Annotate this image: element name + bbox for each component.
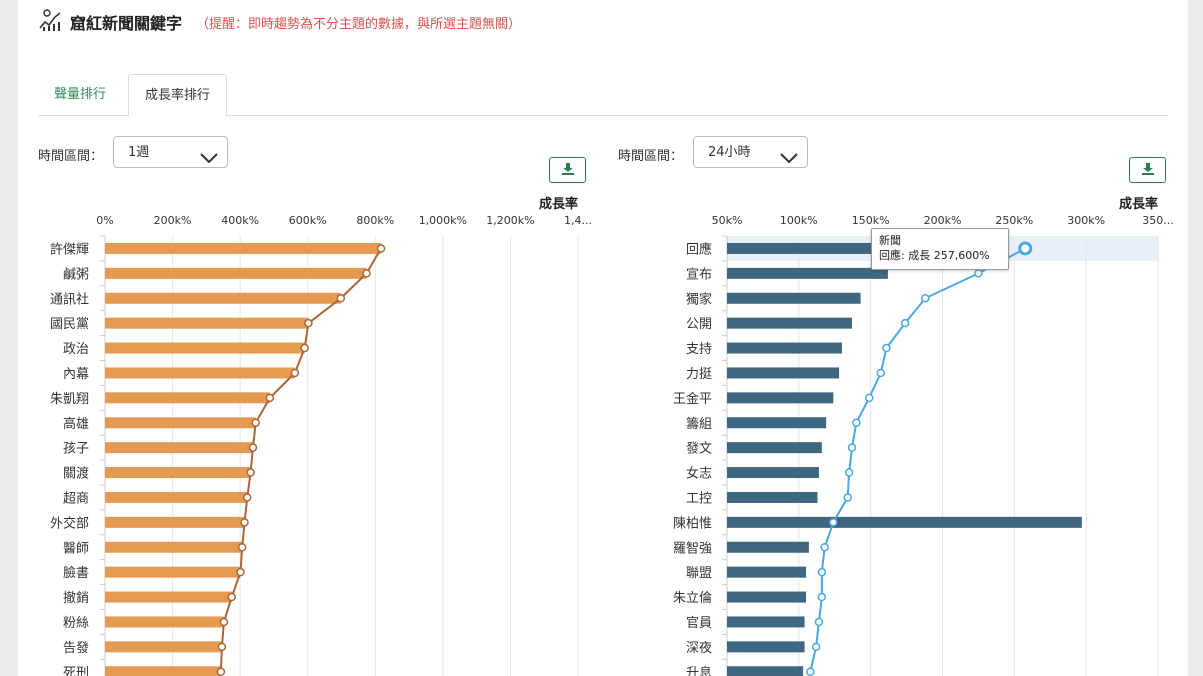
tooltip-title: 新聞 — [879, 234, 901, 247]
right-period-value: 24小時 — [708, 145, 751, 160]
card-title: 窟紅新聞關鍵字 — [70, 14, 183, 33]
chart-tooltip: 新聞 回應: 成長 257,600% — [871, 228, 1009, 270]
left-period-select[interactable]: 1週 — [113, 136, 228, 168]
warning-text: （提醒：即時趨勢為不分主題的數據，與所選主題無關） — [196, 16, 522, 32]
right-download-button[interactable] — [1129, 157, 1166, 183]
download-icon — [1141, 161, 1155, 180]
right-period-select[interactable]: 24小時 — [693, 136, 808, 168]
tooltip-value: 回應: 成長 257,600% — [879, 249, 990, 262]
left-download-button[interactable] — [549, 157, 586, 183]
trend-chart-icon — [38, 8, 62, 36]
download-icon — [561, 161, 575, 180]
chevron-down-icon — [779, 146, 799, 178]
tab-growth-ranking[interactable]: 成長率排行 — [128, 74, 228, 117]
tab-bar: 聲量排行 成長率排行 — [38, 74, 1168, 117]
right-filter-label: 時間區間： — [618, 149, 684, 164]
keyword-card: 窟紅新聞關鍵字 （提醒：即時趨勢為不分主題的數據，與所選主題無關） 聲量排行 成… — [18, 0, 1188, 676]
left-period-value: 1週 — [128, 145, 150, 160]
chevron-down-icon — [199, 146, 219, 178]
card-header: 窟紅新聞關鍵字 （提醒：即時趨勢為不分主題的數據，與所選主題無關） — [38, 8, 521, 36]
tab-volume-ranking[interactable]: 聲量排行 — [54, 87, 107, 102]
left-filter-label: 時間區間： — [38, 149, 104, 164]
